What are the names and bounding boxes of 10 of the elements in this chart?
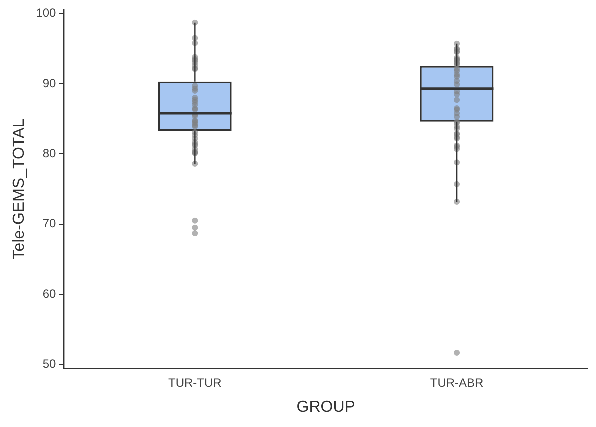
x-tick-label: TUR-ABR xyxy=(430,376,484,390)
y-tick-label: 60 xyxy=(42,286,57,301)
x-axis-title: GROUP xyxy=(296,398,356,416)
y-tick-label: 100 xyxy=(36,6,57,20)
y-axis-title: Tele-GEMS_TOTAL xyxy=(11,118,28,260)
x-tick-label: TUR-TUR xyxy=(168,376,222,390)
y-tick-label: 70 xyxy=(42,216,57,231)
y-tick-label: 50 xyxy=(42,357,57,372)
y-tick-label: 80 xyxy=(42,146,57,160)
y-tick-label: 90 xyxy=(42,76,57,90)
